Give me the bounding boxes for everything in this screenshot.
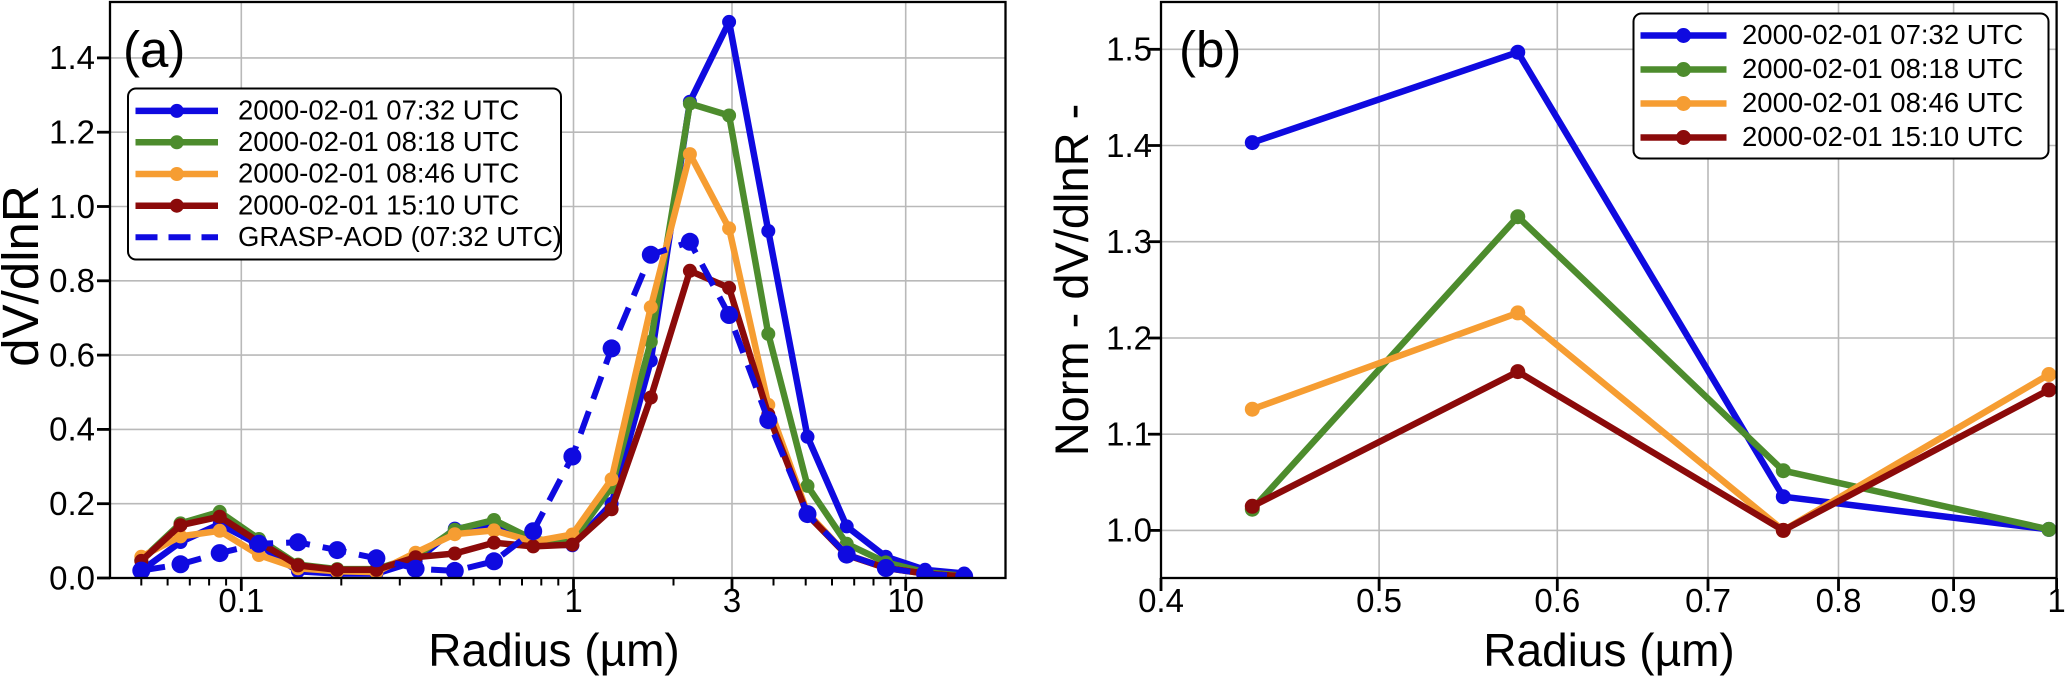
svg-text:0.1: 0.1 bbox=[218, 582, 264, 619]
svg-text:1.5: 1.5 bbox=[1106, 31, 1152, 68]
svg-text:1.2: 1.2 bbox=[1106, 319, 1152, 356]
svg-text:2000-02-01 07:32 UTC: 2000-02-01 07:32 UTC bbox=[1742, 19, 2023, 50]
svg-text:GRASP-AOD (07:32 UTC): GRASP-AOD (07:32 UTC) bbox=[238, 221, 562, 252]
svg-text:0.7: 0.7 bbox=[1685, 582, 1731, 619]
svg-text:1.1: 1.1 bbox=[1106, 416, 1152, 453]
svg-text:0.4: 0.4 bbox=[49, 411, 95, 448]
svg-text:0.4: 0.4 bbox=[1138, 582, 1184, 619]
svg-text:0.9: 0.9 bbox=[1931, 582, 1977, 619]
svg-text:0.2: 0.2 bbox=[49, 485, 95, 522]
svg-text:2000-02-01 08:46 UTC: 2000-02-01 08:46 UTC bbox=[1742, 87, 2023, 118]
svg-text:(b): (b) bbox=[1179, 21, 1241, 78]
svg-text:1: 1 bbox=[2047, 582, 2065, 619]
svg-text:3: 3 bbox=[723, 582, 741, 619]
svg-text:(a): (a) bbox=[123, 21, 185, 78]
svg-text:0.6: 0.6 bbox=[1534, 582, 1580, 619]
svg-text:1.0: 1.0 bbox=[49, 188, 95, 225]
svg-text:0.0: 0.0 bbox=[49, 559, 95, 596]
svg-text:Norm - dV/dlnR -: Norm - dV/dlnR - bbox=[1045, 104, 1098, 457]
svg-text:0.6: 0.6 bbox=[49, 336, 95, 373]
svg-text:Radius (µm): Radius (µm) bbox=[1483, 624, 1734, 676]
svg-text:10: 10 bbox=[887, 582, 924, 619]
svg-text:1.3: 1.3 bbox=[1106, 223, 1152, 260]
svg-text:2000-02-01 07:32 UTC: 2000-02-01 07:32 UTC bbox=[238, 95, 519, 126]
svg-text:2000-02-01 08:46 UTC: 2000-02-01 08:46 UTC bbox=[238, 158, 519, 189]
svg-text:0.8: 0.8 bbox=[1816, 582, 1862, 619]
svg-text:1.4: 1.4 bbox=[49, 39, 95, 76]
svg-text:0.8: 0.8 bbox=[49, 262, 95, 299]
svg-text:2000-02-01 08:18 UTC: 2000-02-01 08:18 UTC bbox=[238, 126, 519, 157]
svg-text:Radius (µm): Radius (µm) bbox=[428, 624, 679, 676]
svg-text:1.0: 1.0 bbox=[1106, 512, 1152, 549]
svg-text:1: 1 bbox=[564, 582, 582, 619]
svg-text:2000-02-01 15:10 UTC: 2000-02-01 15:10 UTC bbox=[238, 189, 519, 220]
svg-text:0.5: 0.5 bbox=[1356, 582, 1402, 619]
svg-text:dV/dlnR: dV/dlnR bbox=[0, 185, 49, 366]
svg-text:2000-02-01 08:18 UTC: 2000-02-01 08:18 UTC bbox=[1742, 53, 2023, 84]
svg-text:1.4: 1.4 bbox=[1106, 127, 1152, 164]
svg-text:1.2: 1.2 bbox=[49, 114, 95, 151]
svg-text:2000-02-01 15:10 UTC: 2000-02-01 15:10 UTC bbox=[1742, 121, 2023, 152]
